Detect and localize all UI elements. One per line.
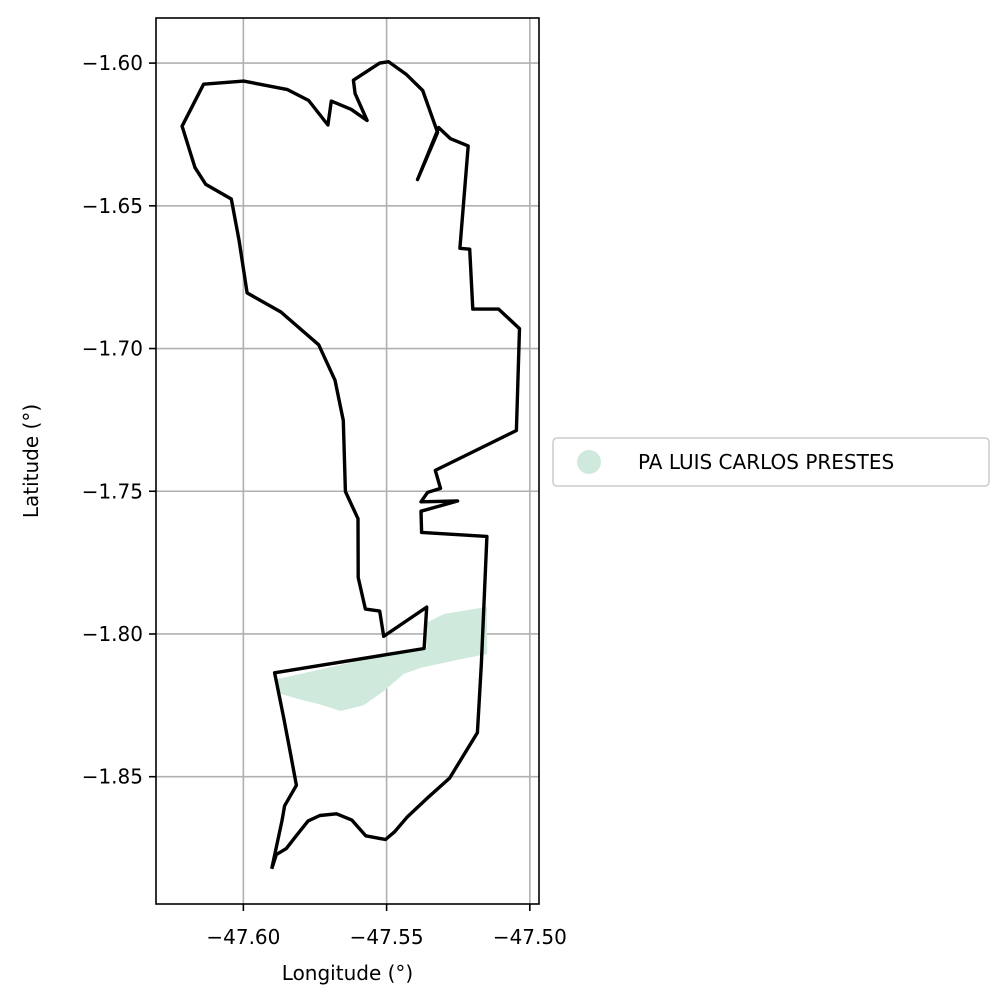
legend: PA LUIS CARLOS PRESTES	[553, 438, 989, 486]
x-tick-label: −47.55	[350, 925, 424, 949]
y-tick-label: −1.75	[82, 479, 143, 503]
y-tick-label: −1.60	[82, 51, 143, 75]
legend-label: PA LUIS CARLOS PRESTES	[638, 450, 894, 474]
y-tick-label: −1.85	[82, 765, 143, 789]
y-tick-label: −1.80	[82, 622, 143, 646]
y-tick-label: −1.70	[82, 337, 143, 361]
x-tick-label: −47.60	[206, 925, 280, 949]
x-tick-label: −47.50	[493, 925, 567, 949]
legend-marker	[577, 450, 601, 474]
y-tick-label: −1.65	[82, 194, 143, 218]
y-axis-label: Latitude (°)	[19, 404, 43, 518]
x-axis-label: Longitude (°)	[282, 961, 413, 985]
